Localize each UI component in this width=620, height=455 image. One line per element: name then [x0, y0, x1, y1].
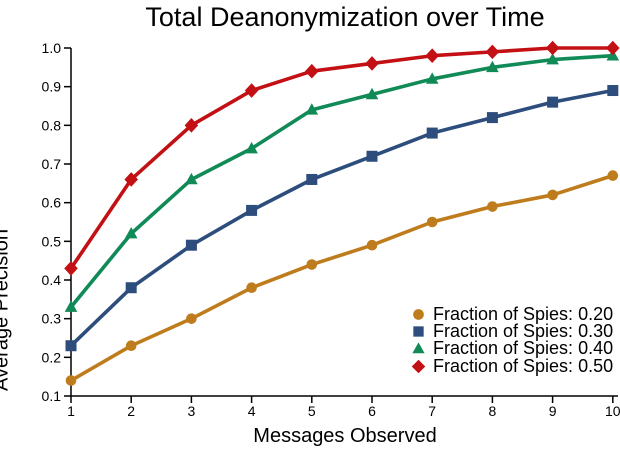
data-point-marker	[486, 112, 498, 124]
legend: Fraction of Spies: 0.20 Fraction of Spie…	[411, 304, 614, 376]
data-point-marker	[426, 216, 438, 228]
data-point-marker	[607, 170, 619, 181]
y-tick-label: 0.5	[42, 233, 62, 249]
chart-title: Total Deanonymization over Time	[145, 2, 545, 32]
data-point-marker	[124, 227, 138, 239]
y-tick-label: 0.9	[42, 79, 62, 95]
y-tick-label: 0.6	[42, 195, 62, 211]
data-point-marker	[305, 63, 319, 79]
y-tick-label: 0.8	[42, 117, 62, 133]
x-tick-label: 8	[489, 403, 497, 419]
axes	[70, 48, 618, 397]
x-tick-label: 6	[368, 403, 376, 419]
legend-item: Fraction of Spies: 0.30	[411, 321, 614, 342]
data-point-marker	[65, 340, 77, 352]
data-point-marker	[246, 282, 257, 294]
data-point-marker	[306, 173, 318, 185]
series-line	[69, 53, 615, 309]
data-point-marker	[547, 96, 559, 108]
x-tick-label: 7	[428, 403, 436, 419]
data-point-marker	[545, 40, 560, 56]
data-point-marker	[606, 40, 620, 56]
data-point-marker	[547, 189, 558, 201]
data-point-marker	[64, 261, 78, 276]
data-point-marker	[246, 204, 258, 216]
data-point-marker	[485, 44, 500, 60]
y-tick-label: 0.7	[42, 156, 62, 172]
x-tick-label: 10	[605, 403, 620, 419]
data-point-marker	[245, 141, 258, 154]
data-point-marker	[65, 375, 77, 386]
x-tick-label: 2	[127, 403, 135, 419]
x-tick-label: 4	[248, 403, 256, 419]
data-point-marker	[426, 127, 438, 139]
data-point-marker	[125, 282, 137, 294]
legend-item: Fraction of Spies: 0.40	[411, 338, 614, 359]
data-point-marker	[306, 259, 318, 270]
y-axis-ticks: 0.1 0.2 0.3 0.4 0.5 0.6 0.7 0.8 0.9 1.0	[42, 40, 71, 404]
series-line	[69, 88, 615, 348]
legend-marker-triangle-icon	[412, 342, 425, 354]
x-tick-label: 1	[67, 403, 75, 419]
data-point-marker	[607, 85, 619, 97]
data-point-marker	[366, 239, 378, 251]
legend-item: Fraction of Spies: 0.50	[411, 355, 614, 376]
legend-marker-diamond-icon	[411, 359, 426, 373]
y-tick-label: 0.4	[42, 272, 62, 288]
data-point-marker	[184, 118, 199, 133]
data-point-marker	[365, 87, 379, 100]
data-point-marker	[486, 60, 499, 73]
data-point-marker	[546, 53, 559, 65]
series-circle	[65, 170, 619, 386]
data-point-marker	[125, 340, 137, 352]
legend-item-label: Fraction of Spies: 0.20	[433, 304, 614, 324]
data-point-marker	[244, 83, 259, 98]
x-axis-label: Messages Observed	[253, 425, 437, 447]
series-line	[69, 173, 615, 383]
legend-marker-square-icon	[413, 326, 424, 337]
x-tick-label: 3	[188, 403, 196, 419]
legend-item: Fraction of Spies: 0.20	[411, 304, 614, 324]
y-tick-label: 1.0	[42, 40, 62, 56]
legend-item-label: Fraction of Spies: 0.50	[433, 355, 614, 376]
data-point-marker	[186, 313, 197, 324]
x-axis-ticks: 1 2 3 4 5 6 7 8 9 10	[67, 396, 620, 419]
data-point-marker	[487, 201, 498, 212]
data-point-marker	[124, 172, 138, 187]
series-diamond	[64, 40, 620, 276]
data-point-marker	[425, 48, 439, 64]
data-point-marker	[366, 150, 378, 162]
legend-item-label: Fraction of Spies: 0.40	[433, 338, 614, 359]
legend-item-label: Fraction of Spies: 0.30	[433, 321, 614, 342]
legend-marker-circle-icon	[413, 309, 424, 320]
series-square	[65, 85, 619, 352]
data-point-marker	[365, 56, 379, 71]
series-triangle	[64, 49, 620, 312]
data-point-marker	[64, 300, 78, 312]
y-tick-label: 0.2	[42, 349, 62, 365]
data-point-marker	[425, 72, 439, 84]
y-tick-label: 0.1	[42, 388, 62, 404]
y-tick-label: 0.3	[42, 311, 62, 327]
data-point-marker	[305, 103, 319, 115]
x-tick-label: 9	[549, 403, 557, 419]
data-point-marker	[185, 239, 197, 251]
series-line	[69, 46, 615, 271]
x-tick-label: 5	[308, 403, 316, 419]
data-point-marker	[185, 172, 198, 185]
